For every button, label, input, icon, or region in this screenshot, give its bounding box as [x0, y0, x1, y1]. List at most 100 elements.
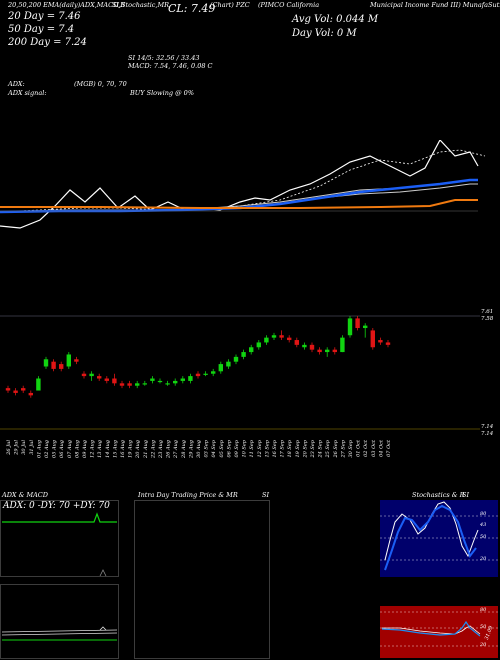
date-tick-label: 08 Aug: [74, 440, 80, 458]
candle: [188, 373, 193, 384]
date-tick-label: 17 Sep: [280, 439, 286, 457]
candle-body: [264, 337, 269, 343]
candle-body: [363, 325, 368, 329]
candle: [150, 376, 155, 384]
adx-line: [2, 512, 117, 523]
date-tick-label: 12 Aug: [90, 440, 96, 458]
stoch-background: [380, 500, 498, 577]
candle: [13, 388, 18, 396]
candle-body: [256, 342, 261, 348]
candle-body: [294, 340, 299, 345]
date-tick-label: 15 Aug: [112, 440, 118, 458]
date-tick-label: 26 Jul: [6, 440, 12, 456]
indicator-list-2: SI,Stochastic,MR: [112, 1, 170, 9]
rsi-label-20: 20: [480, 642, 487, 648]
candle: [287, 335, 292, 343]
candle: [135, 380, 140, 389]
candle-body: [385, 342, 391, 345]
candle: [211, 368, 216, 377]
stoch-slow-line: [384, 504, 477, 571]
candle: [309, 342, 315, 353]
date-tick-label: 11 Sep: [249, 439, 255, 457]
candle: [233, 354, 239, 365]
date-tick-label: 18 Sep: [287, 439, 293, 457]
rsi-label-80: 80: [480, 607, 487, 613]
candle: [340, 335, 345, 353]
candle-body: [104, 378, 109, 381]
candle: [28, 390, 33, 398]
macd-panel-frame: [0, 584, 119, 659]
candle-body: [157, 380, 163, 383]
intraday-panel-title: Intra Day Trading Price & MR: [138, 491, 238, 499]
candle-body: [89, 373, 94, 377]
candle-body: [309, 344, 315, 350]
candle-body: [119, 383, 125, 386]
candle: [347, 316, 353, 338]
rsi-white-line: [382, 625, 481, 635]
adx-values-readout: ADX: 0 -DY: 70 +DY: 70: [3, 501, 110, 511]
candle: [249, 344, 254, 355]
day-volume: Day Vol: 0 M: [292, 28, 357, 39]
close-price: CL: 7.49: [168, 2, 216, 15]
date-tick-label: 06 Sep: [226, 439, 232, 457]
candle-body: [36, 378, 41, 391]
candle-body: [97, 376, 102, 379]
candle: [378, 337, 383, 345]
ticker-label: (Chart) PZC: [210, 1, 250, 9]
candle-body: [287, 337, 292, 341]
candle-body: [173, 380, 178, 384]
candle: [271, 332, 277, 341]
macd-bump: [99, 626, 107, 631]
stoch-label-80: 80: [480, 511, 487, 517]
adx-small-line: [99, 569, 107, 577]
candle-body: [150, 378, 155, 381]
stoch-label-50: 50: [480, 534, 487, 540]
stoch-current: 43: [480, 522, 487, 528]
rsi-background: [380, 606, 498, 658]
candle: [66, 352, 71, 369]
ema-line-close: [0, 140, 479, 229]
candle-body: [226, 361, 231, 367]
date-tick-label: 01 Aug: [36, 440, 42, 458]
candle-body: [378, 340, 383, 343]
date-tick-label: 23 Aug: [158, 440, 164, 459]
rsi-label-50: 50: [480, 624, 487, 630]
candle: [294, 337, 299, 348]
date-tick-label: 04 Oct: [378, 439, 384, 457]
candle: [36, 376, 41, 391]
date-tick-label: 03 Sep: [204, 439, 210, 457]
date-tick-label: 10 Sep: [242, 439, 248, 457]
candle-body: [302, 344, 307, 348]
candle-body: [211, 371, 216, 374]
candlestick-chart: 26 Jul 29 Jul 30 Jul 31 Jul 01 Aug 02 Aug 05 A…: [0, 315, 480, 459]
candle-body: [279, 335, 284, 338]
fund-name: (PIMCO California: [258, 1, 320, 9]
date-tick-label: 13 Aug: [97, 440, 103, 458]
candle-body: [74, 359, 79, 362]
price-label-top1: 7.61: [481, 309, 494, 315]
ema200-label: 200 Day = 7.24: [8, 37, 87, 48]
date-tick-label: 07 Aug: [67, 440, 73, 458]
candle-body: [325, 349, 330, 353]
candle-body: [180, 378, 185, 381]
candle: [226, 359, 231, 369]
date-tick-label: 14 Aug: [105, 440, 111, 458]
adx-macd-panel: [0, 500, 119, 659]
candle: [302, 342, 307, 350]
candle-body: [355, 318, 360, 329]
date-tick-label: 05 Sep: [219, 439, 225, 457]
candle: [5, 385, 11, 393]
date-tick-label: 07 Oct: [386, 439, 392, 457]
candle-body: [135, 383, 140, 386]
macd-line-1: [1, 629, 118, 633]
candle: [157, 378, 163, 384]
candle-body: [165, 383, 170, 385]
candle-body: [66, 354, 71, 367]
candle: [165, 380, 170, 386]
candle: [119, 380, 125, 389]
date-tick-label: 02 Aug: [44, 440, 50, 458]
rsi-blue-line: [381, 620, 481, 637]
candle: [97, 373, 102, 381]
candle: [81, 371, 87, 379]
date-tick-label: 21 Aug: [143, 440, 149, 459]
